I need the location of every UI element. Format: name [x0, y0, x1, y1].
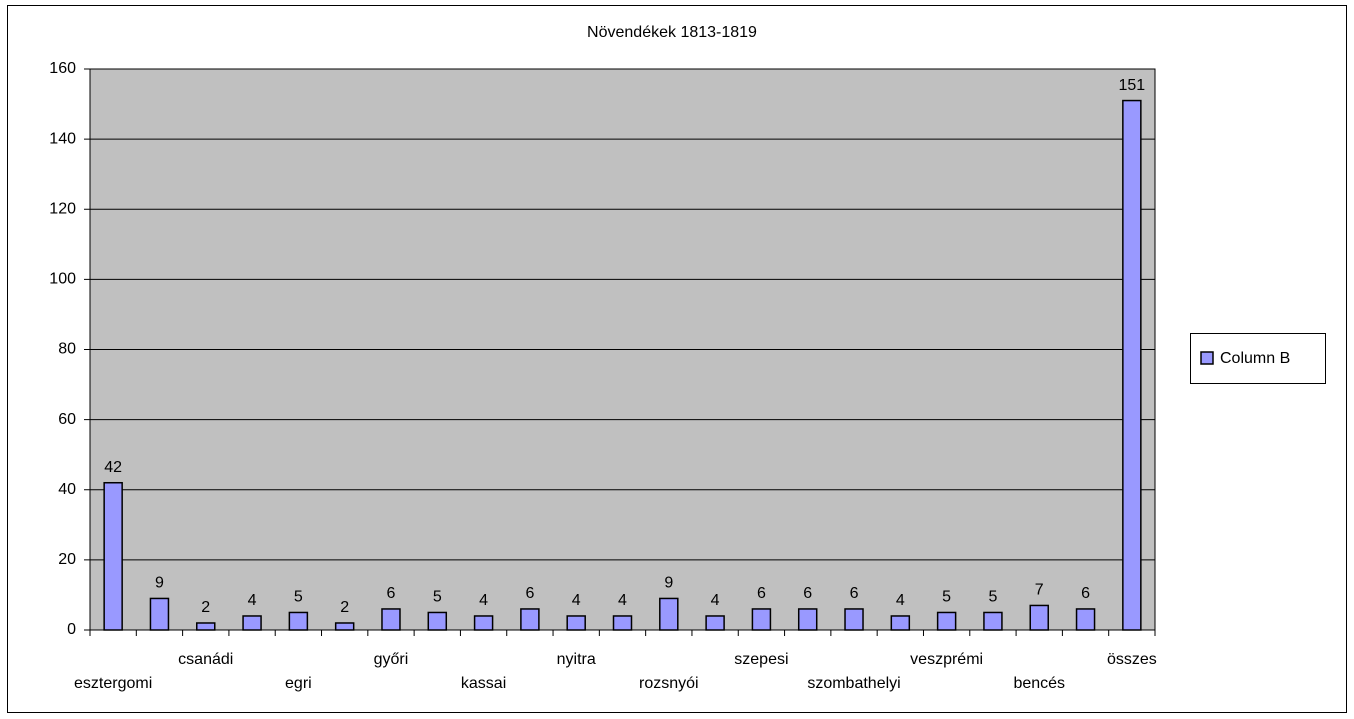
y-tick-label: 80	[58, 341, 76, 358]
chart-title: Növendékek 1813-1819	[587, 24, 757, 41]
y-tick-label: 20	[58, 551, 76, 568]
data-label: 4	[711, 592, 720, 609]
data-label: 5	[294, 589, 303, 606]
bar	[242, 615, 262, 631]
y-tick-label: 40	[58, 481, 76, 498]
bar	[196, 622, 216, 631]
bar	[473, 615, 494, 631]
data-label: 2	[340, 599, 349, 616]
data-label: 4	[248, 592, 257, 609]
y-tick-label: 100	[49, 271, 76, 288]
bar	[381, 608, 401, 631]
bar	[983, 611, 1003, 631]
bar	[103, 481, 123, 631]
data-label: 6	[387, 585, 396, 602]
legend-label: Column B	[1220, 350, 1290, 367]
bar	[751, 608, 772, 631]
data-label: 4	[479, 592, 488, 609]
x-tick-label: győri	[374, 651, 409, 668]
data-label: 5	[988, 589, 997, 606]
data-label: 6	[1081, 585, 1090, 602]
x-tick-label: kassai	[461, 675, 506, 692]
data-label: 9	[664, 575, 673, 592]
x-tick-label: rozsnyói	[639, 675, 699, 692]
bar	[797, 608, 818, 631]
bar	[612, 615, 633, 631]
bar	[844, 608, 864, 631]
data-label: 5	[433, 589, 442, 606]
y-tick-label: 60	[58, 411, 76, 428]
x-tick-label: nyitra	[557, 651, 596, 668]
data-label: 4	[618, 592, 627, 609]
data-label: 6	[850, 585, 859, 602]
y-tick-label: 160	[49, 60, 76, 77]
bar	[520, 608, 540, 631]
bar	[936, 611, 957, 631]
y-tick-label: 0	[67, 621, 76, 638]
y-tick-label: 120	[49, 200, 76, 217]
bar	[1122, 99, 1142, 631]
bar	[659, 597, 679, 631]
data-label: 6	[757, 585, 766, 602]
bar	[288, 611, 309, 631]
data-label: 4	[896, 592, 905, 609]
bar	[566, 615, 586, 631]
data-label: 2	[201, 599, 210, 616]
data-label: 6	[803, 585, 812, 602]
bar	[1075, 608, 1096, 631]
bar	[149, 597, 170, 631]
data-label: 9	[155, 575, 164, 592]
x-tick-label: bencés	[1013, 675, 1065, 692]
x-tick-label: csanádi	[178, 651, 233, 668]
x-tick-label: egri	[285, 675, 312, 692]
x-tick-label: esztergomi	[74, 675, 152, 692]
data-label: 7	[1035, 582, 1044, 599]
data-label: 4	[572, 592, 581, 609]
bar	[427, 611, 448, 631]
data-label: 42	[104, 459, 122, 476]
x-tick-label: veszprémi	[910, 651, 983, 668]
bar	[890, 615, 911, 631]
bar	[705, 615, 725, 631]
bar	[1029, 604, 1049, 631]
data-label: 6	[525, 585, 534, 602]
x-tick-label: szepesi	[734, 651, 788, 668]
data-label: 5	[942, 589, 951, 606]
x-tick-label: összes	[1107, 651, 1157, 668]
y-tick-label: 140	[49, 130, 76, 147]
legend-swatch	[1200, 351, 1214, 365]
bar	[334, 622, 355, 631]
data-label: 151	[1118, 77, 1145, 94]
x-tick-label: szombathelyi	[807, 675, 900, 692]
